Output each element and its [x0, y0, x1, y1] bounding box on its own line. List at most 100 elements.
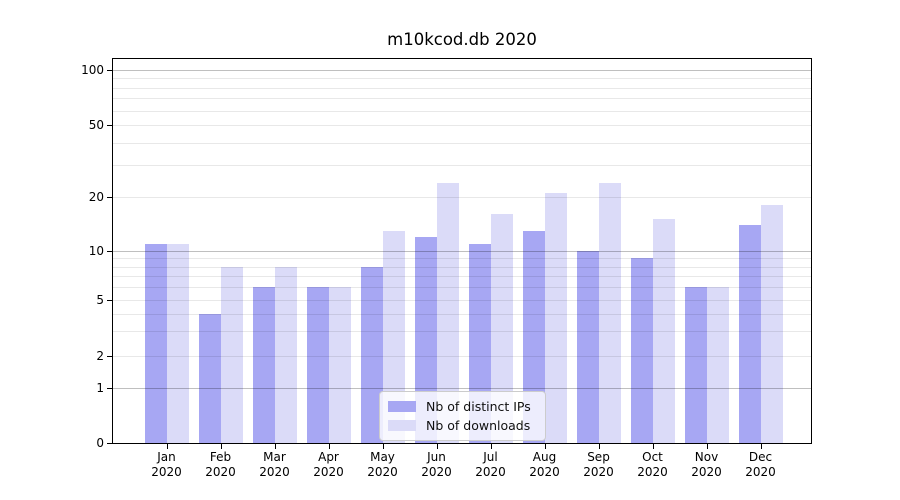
minor-gridline	[113, 142, 811, 144]
legend-item: Nb of distinct IPs	[388, 397, 531, 416]
x-tick-mark	[653, 444, 654, 449]
y-tick-label: 1	[96, 381, 104, 395]
minor-gridline	[113, 165, 811, 167]
x-tick-year: 2020	[637, 465, 668, 479]
minor-gridline	[113, 313, 811, 315]
x-tick-label-may: May 2020	[355, 450, 411, 480]
y-tick-mark	[107, 251, 112, 252]
y-tick-label: 10	[88, 244, 104, 258]
x-tick-year: 2020	[205, 465, 236, 479]
x-tick-mark	[383, 444, 384, 449]
x-tick-label-jan: Jan 2020	[139, 450, 195, 480]
x-tick-month: Oct	[642, 450, 663, 464]
x-tick-year: 2020	[475, 465, 506, 479]
x-tick-label-oct: Oct 2020	[625, 450, 681, 480]
minor-gridline	[113, 355, 811, 357]
minor-gridline	[113, 110, 811, 112]
bar-downloads-oct	[652, 219, 675, 443]
legend-swatch-downloads	[388, 420, 416, 431]
x-tick-mark	[329, 444, 330, 449]
y-tick-mark	[107, 125, 112, 126]
minor-gridline	[113, 197, 811, 198]
x-tick-month: Jan	[157, 450, 176, 464]
bar-distinct-ips-mar	[252, 287, 275, 443]
x-tick-year: 2020	[313, 465, 344, 479]
y-tick-label: 0	[96, 436, 104, 450]
major-gridline	[113, 251, 811, 252]
bar-distinct-ips-aug	[522, 230, 545, 443]
y-tick-label: 5	[96, 292, 104, 307]
x-tick-month: Jun	[427, 450, 446, 464]
minor-gridline	[113, 287, 811, 289]
bar-distinct-ips-sep	[576, 251, 599, 443]
x-tick-year: 2020	[151, 465, 182, 479]
x-tick-year: 2020	[421, 465, 452, 479]
bar-distinct-ips-nov	[684, 287, 707, 443]
minor-gridline	[113, 266, 811, 268]
x-tick-label-sep: Sep 2020	[571, 450, 627, 480]
x-tick-mark	[221, 444, 222, 449]
x-tick-month: Apr	[318, 450, 339, 464]
x-tick-month: Aug	[532, 450, 557, 464]
major-gridline	[113, 69, 811, 71]
x-tick-label-nov: Nov 2020	[679, 450, 735, 480]
x-tick-mark	[761, 444, 762, 449]
bar-downloads-may	[382, 230, 405, 443]
x-tick-label-apr: Apr 2020	[301, 450, 357, 480]
bar-downloads-aug	[544, 193, 567, 443]
x-tick-label-mar: Mar 2020	[247, 450, 303, 480]
x-tick-label-jul: Jul 2020	[463, 450, 519, 480]
x-tick-month: Sep	[587, 450, 610, 464]
y-tick-mark	[107, 197, 112, 198]
bar-distinct-ips-may	[360, 266, 383, 443]
x-tick-year: 2020	[367, 465, 398, 479]
bar-downloads-jul	[490, 214, 513, 443]
x-tick-year: 2020	[745, 465, 776, 479]
x-tick-mark	[545, 444, 546, 449]
x-tick-label-aug: Aug 2020	[517, 450, 573, 480]
legend-label: Nb of distinct IPs	[426, 399, 531, 414]
bar-distinct-ips-jan	[144, 243, 167, 443]
minor-gridline	[113, 87, 811, 89]
bar-downloads-nov	[706, 287, 729, 443]
minor-gridline	[113, 78, 811, 80]
x-tick-mark	[167, 444, 168, 449]
bar-downloads-jun	[436, 182, 459, 443]
y-tick-label: 20	[88, 190, 104, 204]
x-tick-month: Mar	[263, 450, 286, 464]
bar-downloads-mar	[274, 266, 297, 443]
x-tick-year: 2020	[691, 465, 722, 479]
legend-label: Nb of downloads	[426, 418, 531, 433]
bar-distinct-ips-feb	[198, 313, 221, 443]
y-tick-mark	[107, 388, 112, 389]
x-tick-label-jun: Jun 2020	[409, 450, 465, 480]
x-tick-year: 2020	[583, 465, 614, 479]
x-tick-month: May	[370, 450, 395, 464]
minor-gridline	[113, 125, 811, 126]
x-tick-month: Jul	[483, 450, 498, 464]
minor-gridline	[113, 276, 811, 278]
minor-gridline	[113, 98, 811, 100]
bar-downloads-apr	[328, 287, 351, 443]
bar-downloads-jan	[166, 243, 189, 443]
plot-area: Nb of distinct IPs Nb of downloads	[112, 58, 812, 444]
y-tick-label: 2	[96, 348, 104, 363]
bar-distinct-ips-dec	[738, 224, 761, 443]
x-tick-month: Feb	[209, 450, 232, 464]
major-gridline	[113, 388, 811, 389]
minor-gridline	[113, 258, 811, 260]
x-tick-mark	[491, 444, 492, 449]
y-tick-label: 50	[88, 118, 104, 132]
legend: Nb of distinct IPs Nb of downloads	[379, 391, 546, 441]
minor-gridline	[113, 331, 811, 333]
y-tick-mark	[107, 300, 112, 301]
x-tick-month: Nov	[694, 450, 719, 464]
y-tick-mark	[107, 356, 112, 357]
minor-gridline	[113, 299, 811, 301]
x-tick-mark	[599, 444, 600, 449]
bar-downloads-dec	[760, 205, 783, 443]
bar-distinct-ips-oct	[630, 258, 653, 443]
x-tick-label-feb: Feb 2020	[193, 450, 249, 480]
x-tick-year: 2020	[529, 465, 560, 479]
